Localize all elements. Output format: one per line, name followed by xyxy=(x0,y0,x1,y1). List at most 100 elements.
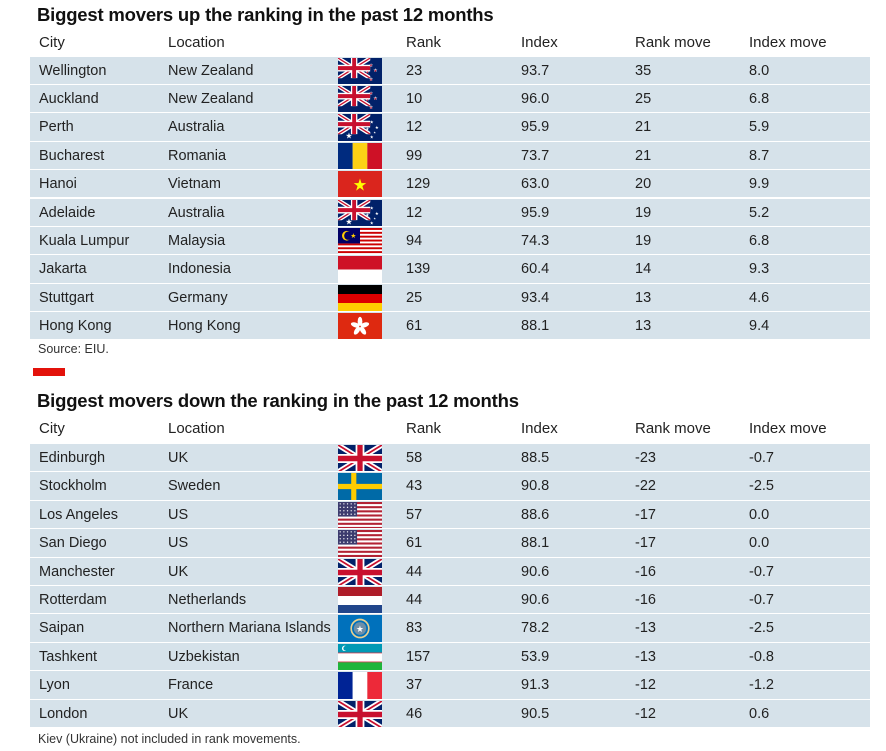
uzbekistan-flag-icon xyxy=(338,643,382,671)
svg-text:★: ★ xyxy=(366,98,370,102)
svg-text:★: ★ xyxy=(375,210,379,216)
rank-move-cell: -13 xyxy=(635,620,656,637)
index-cell: 78.2 xyxy=(521,620,550,637)
rank-move-cell: 21 xyxy=(635,147,652,164)
city-cell: Edinburgh xyxy=(39,450,106,466)
index-move-cell: 8.7 xyxy=(749,147,770,164)
table-row: Kuala Lumpur Malaysia 94 74.3 19 6.8 ★ xyxy=(30,226,870,256)
index-move-cell: 0.0 xyxy=(749,535,770,552)
index-move-cell: 6.8 xyxy=(749,90,770,107)
rank-cell: 58 xyxy=(406,450,423,466)
svg-text:★: ★ xyxy=(370,120,374,126)
movers-up-section: Biggest movers up the ranking in the pas… xyxy=(0,0,886,365)
svg-text:★: ★ xyxy=(370,205,374,211)
location-cell: Germany xyxy=(168,289,228,306)
row-divider xyxy=(30,197,870,199)
index-move-cell: 5.9 xyxy=(749,119,770,136)
header-city: City xyxy=(39,420,65,437)
table-row: Stuttgart Germany 25 93.4 13 4.6 xyxy=(30,283,870,313)
rank-move-cell: -23 xyxy=(635,450,656,466)
rank-move-cell: -13 xyxy=(635,648,656,665)
index-move-cell: 8.0 xyxy=(749,62,770,79)
index-move-cell: 9.3 xyxy=(749,261,770,278)
row-divider xyxy=(30,698,870,700)
table-row: Los Angeles US 57 88.6 -17 0.0 xyxy=(30,500,870,530)
svg-text:★: ★ xyxy=(365,98,370,104)
location-cell: Netherlands xyxy=(168,592,247,608)
vietnam-flag-icon: ★ xyxy=(338,171,382,199)
row-divider xyxy=(30,641,870,643)
table-row: Manchester UK 44 90.6 -16 -0.7 xyxy=(30,557,870,586)
table-row: London UK 46 90.5 -12 0.6 xyxy=(30,699,870,728)
movers-up-title: Biggest movers up the ranking in the pas… xyxy=(37,4,494,25)
table-row: Perth Australia 12 95.9 21 5.9 ★ ★ ★ ★ ★ ★ xyxy=(30,113,870,142)
city-cell: Bucharest xyxy=(39,147,105,164)
index-cell: 93.7 xyxy=(521,62,550,79)
header-index: Index xyxy=(521,34,558,51)
index-move-cell: -0.7 xyxy=(749,592,774,608)
table-row: Edinburgh UK 58 88.5 -23 -0.7 xyxy=(30,444,870,473)
row-divider xyxy=(30,471,870,473)
svg-text:★: ★ xyxy=(373,68,378,74)
city-cell: Stuttgart xyxy=(39,289,94,306)
table-row: Stockholm Sweden 43 90.8 -22 -2.5 xyxy=(30,472,870,501)
row-divider xyxy=(30,339,870,341)
location-cell: Sweden xyxy=(168,478,221,495)
nz-flag-icon: ★ ★ ★ ★ ★ ★ ★ ★ xyxy=(338,57,382,85)
uk-flag-icon xyxy=(338,445,382,472)
malaysia-flag-icon: ★ xyxy=(338,227,382,255)
index-cell: 53.9 xyxy=(521,648,550,665)
header-index-move: Index move xyxy=(749,420,827,437)
rank-cell: 46 xyxy=(406,705,423,722)
rank-move-cell: 21 xyxy=(635,119,652,136)
movers-down-header: City Location Rank Index Rank move Index… xyxy=(30,415,870,443)
index-move-cell: -0.7 xyxy=(749,563,774,580)
index-cell: 88.5 xyxy=(521,450,550,466)
rank-cell: 37 xyxy=(406,677,423,694)
header-location: Location xyxy=(168,34,225,51)
header-rank-move: Rank move xyxy=(635,34,711,51)
accent-bar xyxy=(33,368,65,376)
index-cell: 88.6 xyxy=(521,506,550,523)
row-divider xyxy=(30,528,870,530)
index-cell: 90.6 xyxy=(521,563,550,580)
index-cell: 90.8 xyxy=(521,478,550,495)
index-move-cell: 0.6 xyxy=(749,705,770,722)
svg-text:★: ★ xyxy=(373,216,376,220)
row-divider xyxy=(30,499,870,501)
header-index-move: Index move xyxy=(749,34,827,51)
index-cell: 96.0 xyxy=(521,90,550,107)
index-move-cell: 0.0 xyxy=(749,506,770,523)
header-location: Location xyxy=(168,420,225,437)
rank-cell: 57 xyxy=(406,506,423,523)
row-divider xyxy=(30,140,870,142)
svg-text:★: ★ xyxy=(370,135,374,141)
australia-flag-icon: ★ ★ ★ ★ ★ ★ xyxy=(338,199,382,227)
germany-flag-icon xyxy=(338,284,382,312)
location-cell: UK xyxy=(168,563,189,580)
rank-move-cell: 35 xyxy=(635,62,652,79)
rank-cell: 44 xyxy=(406,563,423,580)
location-cell: UK xyxy=(168,705,189,722)
city-cell: San Diego xyxy=(39,535,107,552)
table-row: Hong Kong Hong Kong 61 88.1 13 9.4 xyxy=(30,312,870,341)
index-move-cell: 5.2 xyxy=(749,204,770,221)
france-flag-icon xyxy=(338,672,382,700)
city-cell: Los Angeles xyxy=(39,506,119,523)
header-rank: Rank xyxy=(406,34,442,51)
index-cell: 91.3 xyxy=(521,677,550,694)
index-cell: 90.6 xyxy=(521,592,550,608)
rank-cell: 43 xyxy=(406,478,423,495)
table-row: Hanoi Vietnam 129 63.0 20 9.9 ★ xyxy=(30,170,870,199)
location-cell: Australia xyxy=(168,204,225,221)
index-move-cell: 6.8 xyxy=(749,232,770,249)
hong-kong-flag-icon xyxy=(338,313,382,341)
index-move-cell: -0.7 xyxy=(749,450,774,466)
location-cell: New Zealand xyxy=(168,90,254,107)
location-cell: Hong Kong xyxy=(168,318,241,335)
uk-flag-icon xyxy=(338,558,382,586)
city-cell: Jakarta xyxy=(39,261,87,278)
svg-text:★: ★ xyxy=(373,131,376,135)
city-cell: Perth xyxy=(39,119,74,136)
rank-move-cell: -17 xyxy=(635,506,656,523)
